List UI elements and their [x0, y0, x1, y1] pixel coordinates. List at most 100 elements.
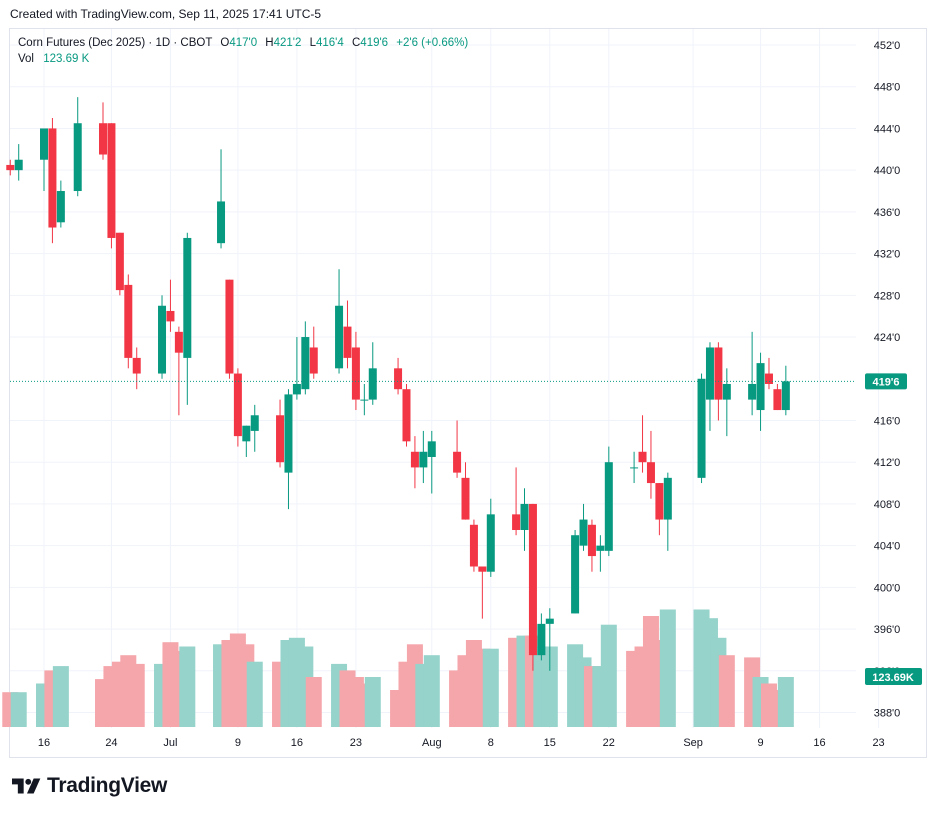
- candle: [301, 321, 310, 395]
- candle: [351, 331, 360, 411]
- candle-body: [292, 383, 301, 395]
- tradingview-logo-icon: [12, 778, 41, 794]
- candle: [292, 337, 301, 400]
- y-tick-label: 436'0: [874, 207, 901, 219]
- candle: [73, 97, 82, 197]
- y-tick-label: 432'0: [874, 249, 901, 261]
- candle: [756, 352, 765, 431]
- candle: [48, 118, 57, 244]
- candle: [6, 159, 15, 176]
- candle-body: [233, 373, 242, 437]
- candle: [486, 498, 495, 577]
- volume-bar: [541, 646, 558, 727]
- volume-layer: [2, 609, 794, 727]
- candle: [107, 123, 116, 249]
- candle: [40, 128, 48, 192]
- candle: [99, 102, 108, 160]
- y-tick-label: 412'0: [874, 457, 901, 469]
- candle-body: [402, 389, 411, 442]
- x-tick-label: 9: [235, 737, 241, 749]
- y-tick-label: 448'0: [874, 82, 901, 94]
- candle-body: [528, 503, 537, 656]
- candle-body: [722, 383, 731, 400]
- legend-close-value: 419'6: [360, 37, 389, 49]
- candle-body: [705, 347, 714, 400]
- candle-body: [360, 399, 369, 401]
- last-price-badge: [865, 373, 907, 390]
- candle-body: [301, 337, 310, 390]
- candle-body: [596, 545, 605, 551]
- y-tick-label: 404'0: [874, 541, 901, 553]
- x-tick-label: 22: [603, 737, 615, 749]
- candle-body: [166, 310, 175, 322]
- candle-body: [242, 425, 251, 442]
- candle-body: [587, 524, 596, 557]
- candle: [748, 331, 757, 416]
- candle-body: [748, 383, 757, 400]
- chart-legend[interactable]: Corn Futures (Dec 2025) · 1D · CBOT O417…: [18, 35, 468, 67]
- candle: [284, 389, 293, 510]
- candle-body: [638, 451, 647, 463]
- candle: [478, 566, 487, 619]
- legend-low-value: 416'4: [316, 37, 344, 49]
- candle-body: [309, 347, 318, 374]
- candle-body: [124, 284, 133, 358]
- x-tick-label: 9: [757, 737, 763, 749]
- tradingview-brand[interactable]: TradingView: [12, 774, 167, 798]
- legend-volume-label: Vol: [18, 53, 34, 65]
- candle-body: [335, 305, 344, 369]
- legend-close-label: C: [351, 37, 361, 49]
- volume-bar: [482, 648, 499, 727]
- candle: [697, 373, 706, 484]
- y-axis[interactable]: 452'0 448'0 444'0 440'0 436'0 432'0 428'0 424'0…: [874, 40, 901, 720]
- candle-body: [115, 232, 124, 291]
- y-tick-label: 416'0: [874, 415, 901, 427]
- candle: [587, 519, 596, 572]
- candle: [115, 232, 124, 296]
- legend-price-row: Corn Futures (Dec 2025) · 1D · CBOT O417…: [18, 35, 468, 51]
- x-tick-label: 15: [544, 737, 556, 749]
- candle-body: [579, 519, 588, 546]
- x-tick-label: 24: [105, 737, 117, 749]
- legend-interval: 1D: [155, 37, 171, 49]
- candle: [773, 383, 782, 411]
- candle-body: [571, 535, 580, 614]
- candle: [655, 483, 664, 536]
- candle-body: [537, 623, 546, 656]
- candle-body: [764, 373, 773, 384]
- candle: [453, 420, 462, 478]
- y-tick-label: 452'0: [874, 40, 901, 52]
- x-tick-label: Jul: [163, 737, 177, 749]
- candle-body: [225, 279, 234, 374]
- candle-body: [697, 378, 706, 478]
- candle-body: [250, 415, 259, 431]
- candle-body: [351, 347, 360, 400]
- candle: [410, 436, 419, 489]
- x-tick-label: Sep: [683, 737, 703, 749]
- candle-body: [174, 331, 183, 353]
- legend-symbol: Corn Futures (Dec 2025): [18, 37, 146, 49]
- candle: [56, 180, 65, 228]
- candle: [402, 383, 411, 447]
- candle: [604, 446, 613, 557]
- candle-body: [284, 394, 293, 473]
- candle: [596, 535, 605, 572]
- candle: [360, 383, 369, 416]
- candle-body: [756, 363, 765, 411]
- x-tick-label: 16: [813, 737, 825, 749]
- volume-bar: [305, 677, 322, 727]
- candle-body: [410, 451, 419, 468]
- volume-bar: [718, 655, 735, 727]
- candle: [663, 472, 672, 551]
- candle: [225, 279, 234, 379]
- candle: [545, 608, 554, 671]
- volume-bar: [600, 624, 617, 727]
- volume-bar: [777, 677, 794, 727]
- candle: [571, 529, 580, 614]
- legend-separator: ·: [173, 37, 178, 49]
- candle: [132, 347, 141, 390]
- x-axis[interactable]: 16 24 Jul 9 16 23 Aug 8 15 22 Sep 9 16 23: [38, 737, 885, 749]
- candle: [276, 399, 285, 468]
- candle-body: [469, 524, 478, 567]
